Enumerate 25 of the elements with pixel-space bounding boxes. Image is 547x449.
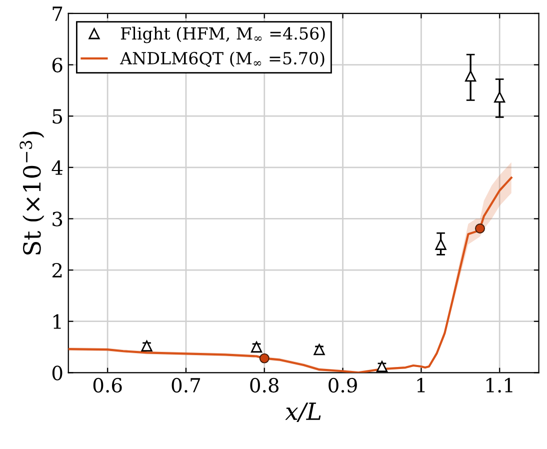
y-tick-label: 5	[52, 109, 62, 124]
y-tick-label: 4	[52, 160, 63, 175]
point	[259, 353, 270, 364]
point	[141, 340, 152, 352]
x-tick-label: 0.9	[328, 378, 357, 393]
legend-label: Flight (HFM, M$_{∞}$ =4.56)	[120, 26, 325, 44]
point	[465, 70, 476, 82]
y-axis-title: St (×10$^{−3}$)	[20, 132, 44, 254]
x-axis-title: x/L	[285, 402, 321, 422]
point	[314, 344, 325, 356]
x-tick-label: 1	[417, 378, 425, 392]
y-tick-label: 7	[52, 6, 62, 21]
x-tick-label: 0.8	[250, 378, 279, 393]
x-tick-label: 0.6	[93, 378, 122, 393]
point	[475, 223, 485, 234]
y-tick-label: 2	[52, 262, 62, 278]
y-tick-label: 1	[54, 314, 61, 329]
y-tick-label: 6	[52, 58, 62, 72]
x-tick-label: 0.7	[172, 378, 200, 393]
legend-label: ANDLM6QT (M$_{∞}$ =5.70)	[120, 52, 324, 67]
y-tick-label: 0	[52, 366, 62, 380]
x-tick-label: 1.1	[486, 378, 512, 393]
y-tick-label: 3	[52, 212, 62, 226]
point	[494, 92, 506, 103]
point	[435, 238, 446, 250]
